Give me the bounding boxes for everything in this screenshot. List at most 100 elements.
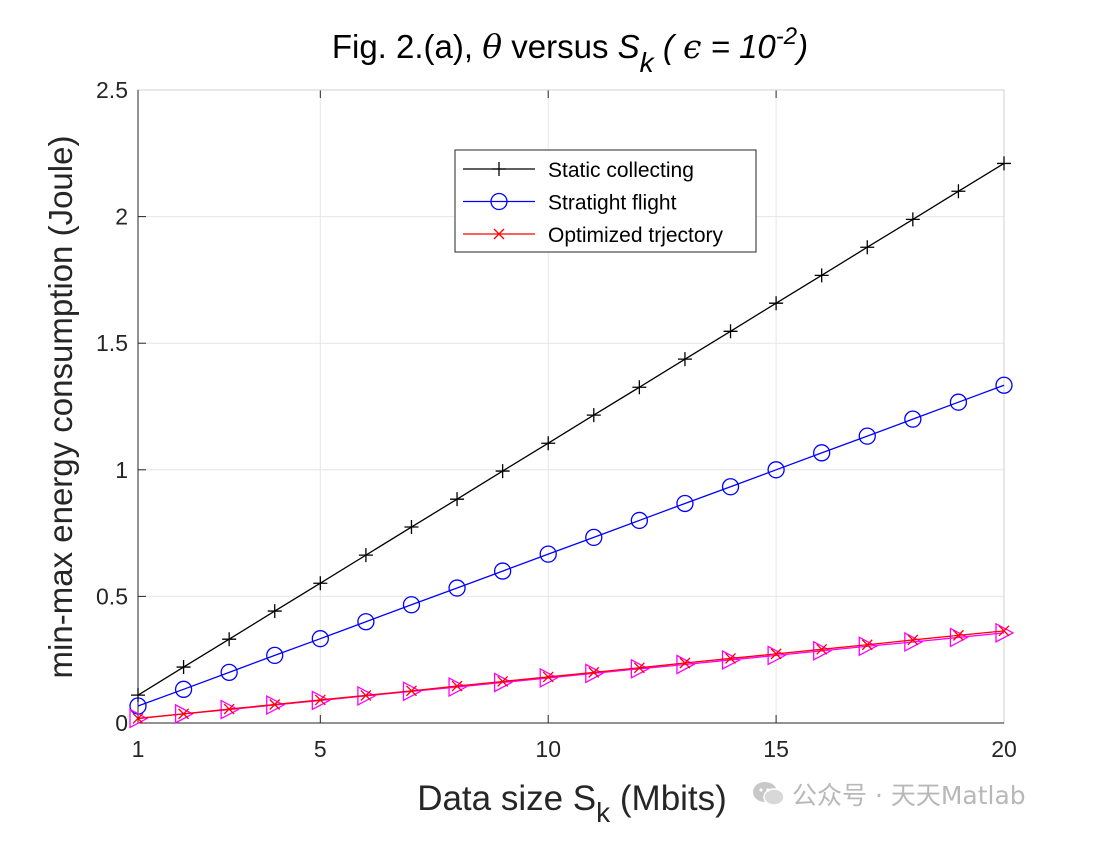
legend-item: Optimized trjectory [463,224,724,247]
plus-marker [176,660,191,675]
circle-marker [493,562,512,580]
x-marker [132,712,144,724]
circle-marker [676,494,694,513]
series-line [137,630,1005,720]
legend: Static collecting Stratight flight Optimiz… [454,149,757,253]
y-tick-label: 1 [115,457,128,483]
x-tick-label: 5 [314,736,327,762]
circle-marker [402,596,421,614]
plus-marker [267,604,282,619]
plus-marker [586,408,601,423]
plus-marker [492,162,506,176]
plus-marker [632,380,647,395]
circle-marker [630,511,649,530]
plus-marker [814,268,829,283]
circle-marker [174,680,193,698]
triangle-marker [949,627,969,648]
x-tick-label: 1 [132,736,145,762]
plus-marker [222,632,237,647]
watermark: 公众号 · 天天Matlab [752,776,1026,812]
legend-item: Static collecting [463,159,694,182]
triangle-marker [813,640,833,661]
plus-marker [860,240,875,255]
circle-marker [813,444,831,462]
x-marker [406,685,417,697]
circle-marker [995,376,1013,394]
triangle-marker [995,622,1015,643]
watermark-text: 公众号 · 天天Matlab [792,781,1026,810]
circle-marker [585,528,603,547]
x-marker [493,228,505,240]
triangle-marker [676,654,696,675]
circle-marker [448,579,466,597]
y-tick-label: 0 [115,710,128,736]
circle-marker [767,461,785,479]
plus-marker [131,688,145,703]
circle-marker [904,410,922,428]
plus-marker [769,296,784,311]
legend-label: Optimized trjectory [548,224,724,247]
x-marker [269,699,281,710]
chart-title: Fig. 2.(a), θ versus Sk ( ϵ = 10-2) [332,23,808,78]
triangle-marker [767,645,787,666]
plus-marker [951,184,966,199]
x-tick-label: 10 [535,736,561,762]
circle-marker [858,427,876,445]
x-marker [588,666,600,678]
y-tick-label: 2 [115,204,128,230]
x-marker [952,629,964,641]
circle-marker [539,545,557,563]
series-unlabeled [129,622,1015,729]
plus-marker [723,324,738,339]
x-marker [907,634,919,646]
x-axis-label: Data size Sk (Mbits) [417,779,727,828]
y-tick-label: 1.5 [96,330,128,356]
x-tick-label: 15 [763,736,789,762]
triangle-marker [904,631,924,653]
circle-marker [721,478,740,496]
x-marker [770,648,782,660]
plus-marker [450,492,465,507]
plus-marker [905,212,920,227]
legend-label: Stratight flight [548,192,677,215]
x-marker [360,689,372,701]
plus-marker [997,156,1011,171]
x-marker [314,694,326,706]
x-marker [223,703,235,715]
circle-marker [357,613,375,631]
x-marker [861,639,873,651]
x-marker [816,643,828,655]
circle-marker [490,192,508,211]
x-marker [497,676,509,687]
series-line [137,162,1005,696]
x-tick-label: 20 [991,736,1017,762]
legend-item: Stratight flight [463,192,677,215]
x-marker [542,671,554,683]
triangle-marker [721,649,741,671]
plus-marker [358,548,373,563]
y-axis-label: min-max energy consumption (Joule) [42,136,79,679]
wechat-icon [753,782,785,806]
circle-marker [311,630,329,648]
triangle-marker [174,703,194,724]
x-marker [725,652,736,664]
series-static-collecting [131,156,1011,703]
x-marker [451,680,463,692]
plus-marker [677,352,692,367]
circle-marker [949,393,968,411]
plus-marker [495,464,510,479]
x-marker [998,625,1010,637]
plus-marker [541,436,556,451]
y-tick-label: 0.5 [96,583,128,609]
x-marker [178,708,190,720]
plus-marker [404,520,419,535]
circle-marker [220,663,238,682]
legend-label: Static collecting [548,159,694,182]
x-marker [633,662,645,674]
y-tick-label: 2.5 [96,77,128,103]
series-optimized-trjectory [132,625,1010,724]
x-marker [679,657,691,669]
plus-marker [313,576,328,591]
